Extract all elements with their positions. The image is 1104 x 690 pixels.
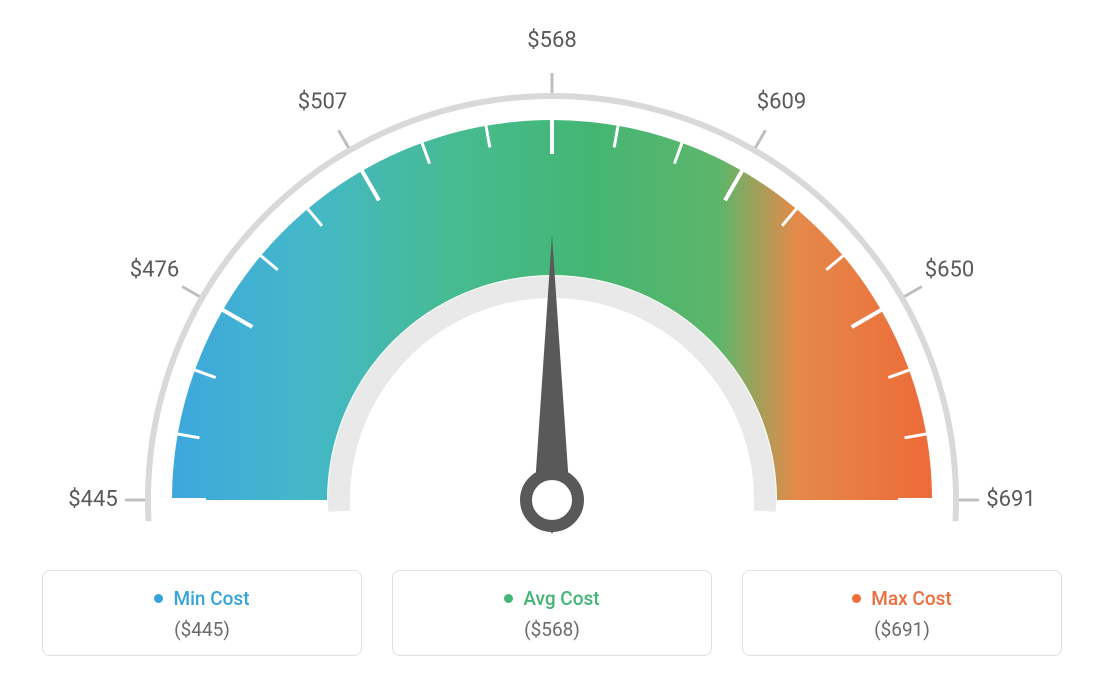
tick-label: $476 xyxy=(130,257,179,282)
legend-row: Min Cost ($445) Avg Cost ($568) Max Cost… xyxy=(0,570,1104,656)
legend-label: Min Cost xyxy=(173,587,249,610)
outer-tick xyxy=(904,287,921,297)
dot-icon xyxy=(154,594,163,603)
tick-label: $650 xyxy=(925,257,974,282)
tick-label: $445 xyxy=(68,487,117,512)
needle-hub xyxy=(526,474,578,526)
cost-gauge-chart: $445 $476 $507 $568 $609 $650 $691 Min Cost ($… xyxy=(0,0,1104,690)
outer-tick xyxy=(182,287,199,297)
legend-value: ($445) xyxy=(53,618,351,641)
tick-label: $609 xyxy=(757,89,806,114)
legend-title-max: Max Cost xyxy=(852,587,951,610)
legend-label: Avg Cost xyxy=(523,587,599,610)
dot-icon xyxy=(852,594,861,603)
tick-label: $568 xyxy=(527,28,576,53)
legend-value: ($691) xyxy=(753,618,1051,641)
gauge-area: $445 $476 $507 $568 $609 $650 $691 xyxy=(0,0,1104,560)
legend-value: ($568) xyxy=(403,618,701,641)
tick-label: $691 xyxy=(986,487,1035,512)
legend-label: Max Cost xyxy=(871,587,951,610)
legend-title-min: Min Cost xyxy=(154,587,249,610)
legend-title-avg: Avg Cost xyxy=(504,587,599,610)
tick-label: $507 xyxy=(298,89,347,114)
legend-card-max: Max Cost ($691) xyxy=(742,570,1062,656)
outer-tick xyxy=(756,130,766,147)
outer-tick xyxy=(339,130,349,147)
legend-card-min: Min Cost ($445) xyxy=(42,570,362,656)
gauge-svg: $445 $476 $507 $568 $609 $650 $691 xyxy=(0,0,1104,560)
dot-icon xyxy=(504,594,513,603)
legend-card-avg: Avg Cost ($568) xyxy=(392,570,712,656)
